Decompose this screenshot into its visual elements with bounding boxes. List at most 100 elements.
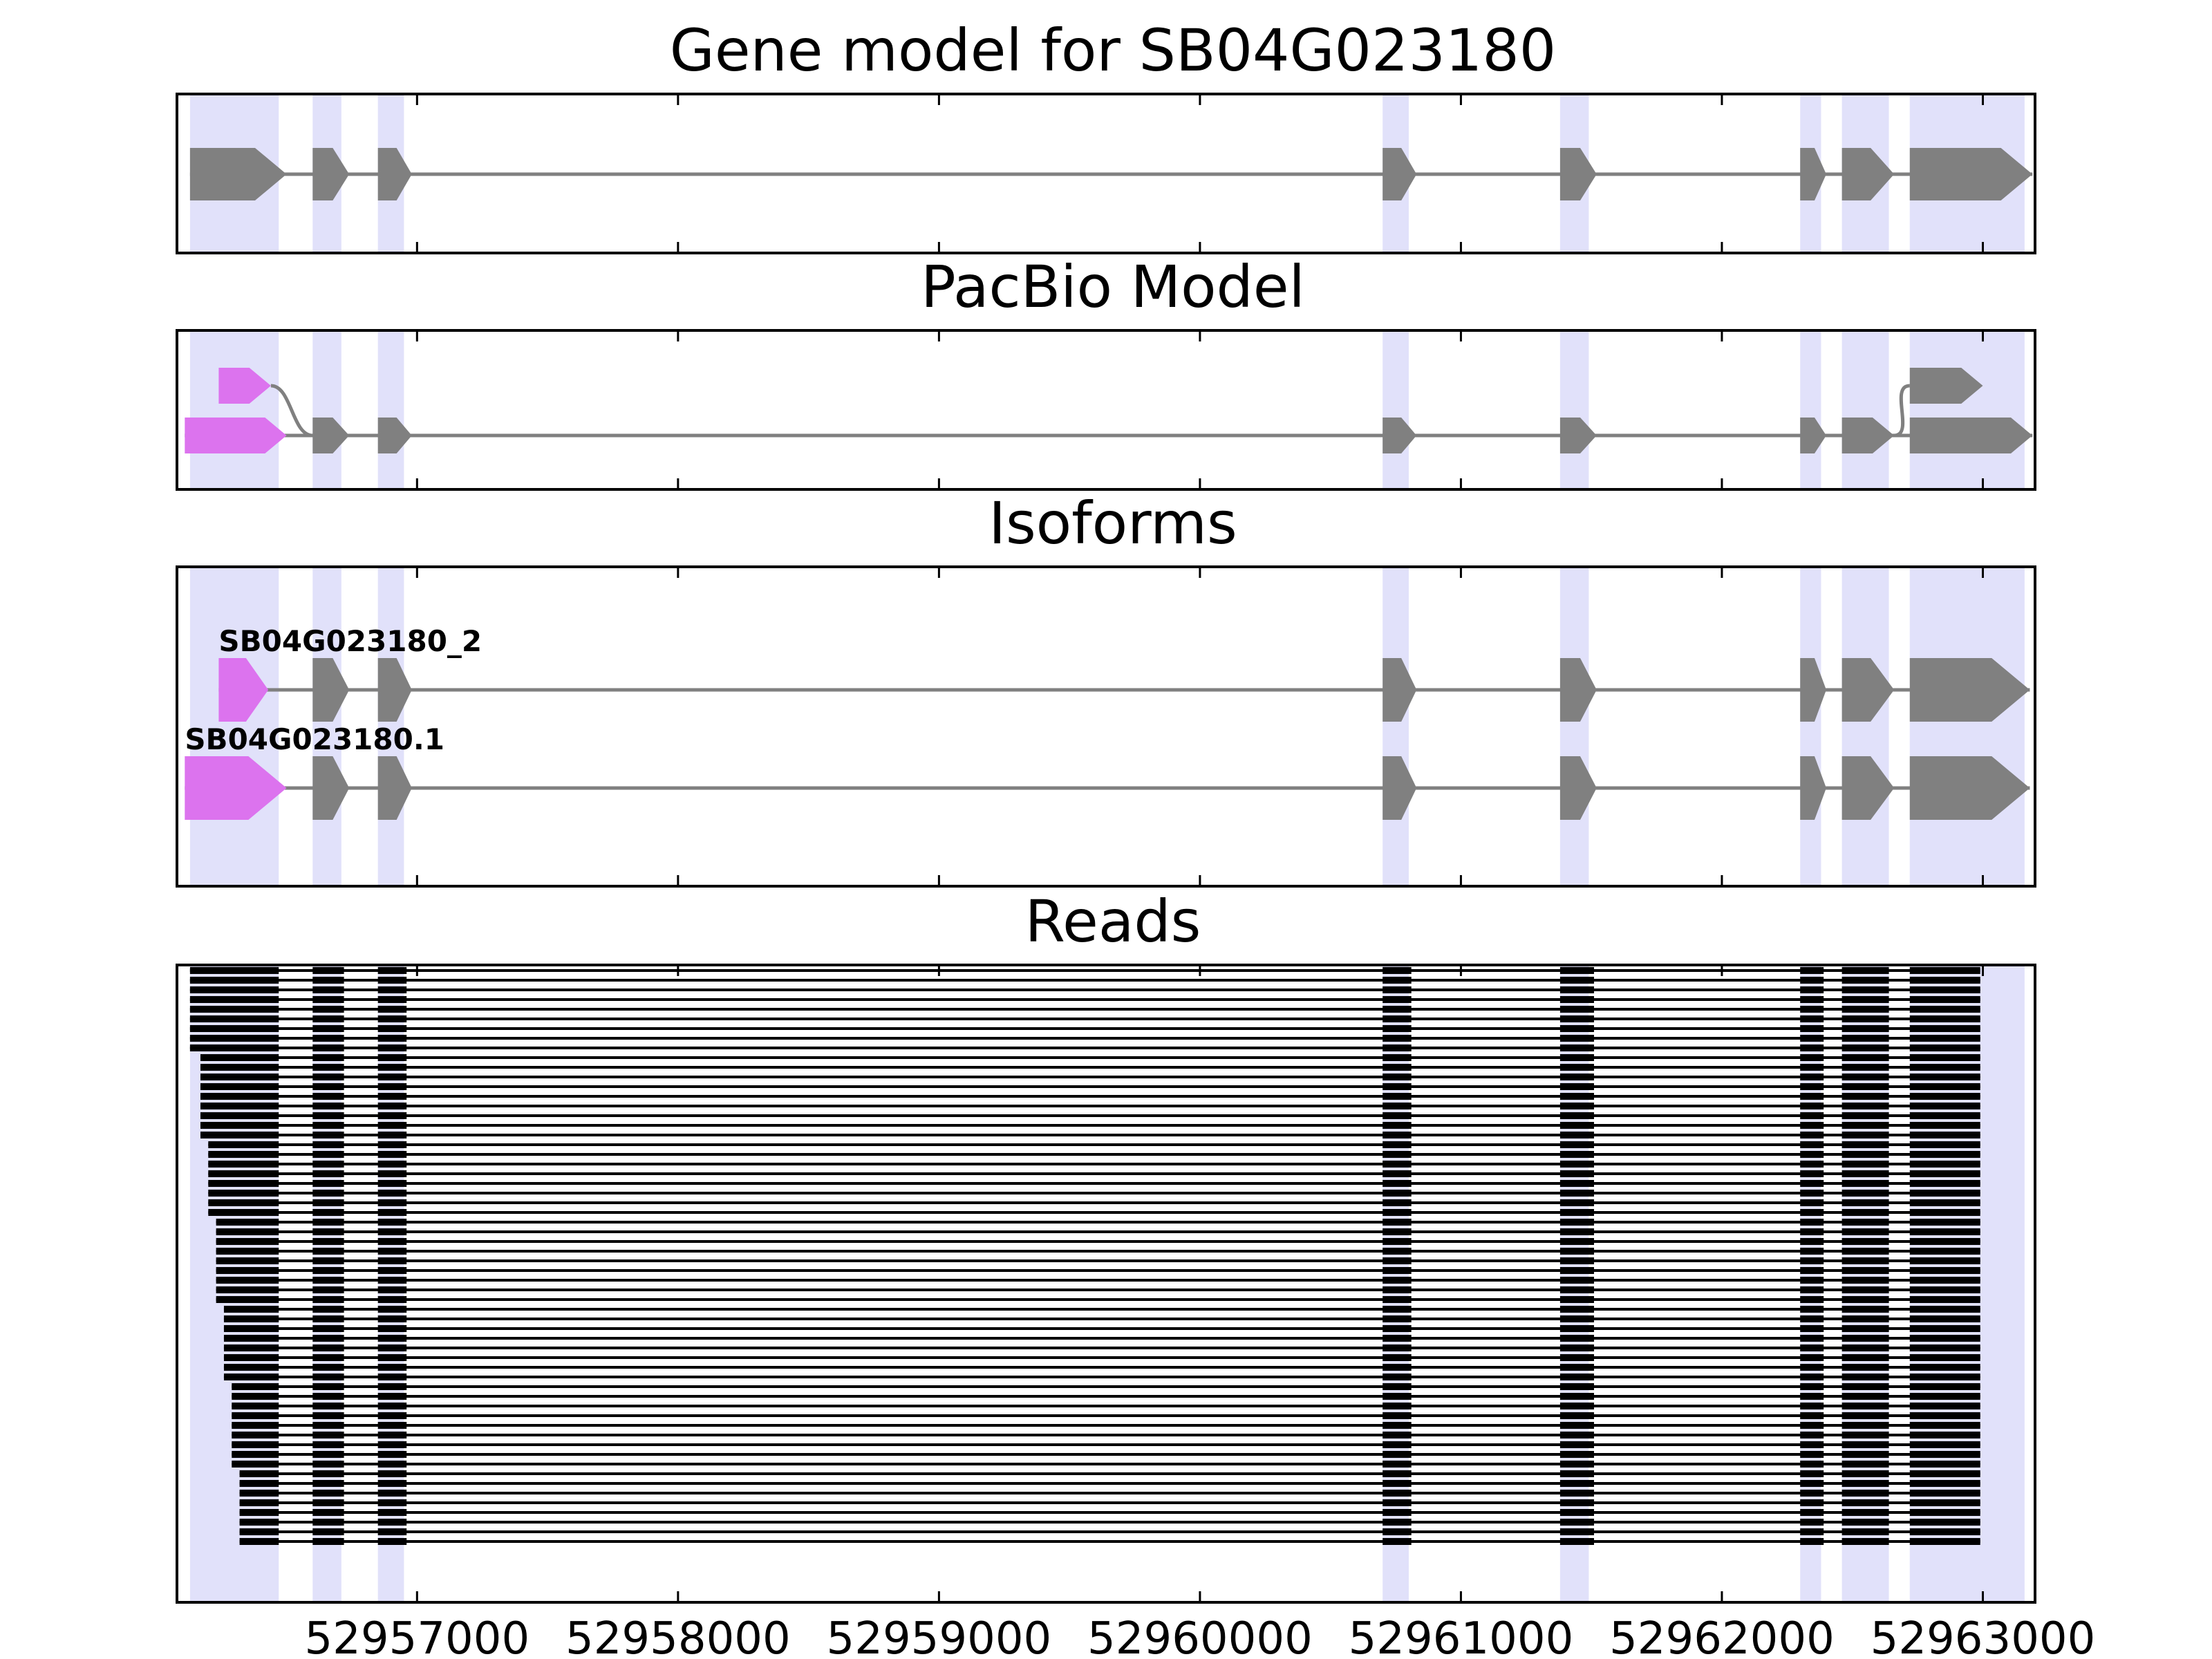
- pacbio-lower-exon: [1909, 418, 2033, 453]
- read-block: [1841, 1141, 1889, 1148]
- read-block: [1841, 1432, 1889, 1438]
- read-block: [1909, 1141, 1980, 1148]
- read-block: [312, 977, 344, 984]
- read-block: [1559, 1006, 1594, 1013]
- read-block: [1841, 1461, 1889, 1468]
- read-block: [1841, 1190, 1889, 1197]
- read-block: [377, 1277, 407, 1284]
- read-block: [312, 1538, 344, 1545]
- read-block: [377, 1161, 407, 1168]
- read-block: [312, 1112, 344, 1119]
- read-block: [312, 1219, 344, 1226]
- read-block: [1841, 1528, 1889, 1535]
- read-block: [1382, 1344, 1412, 1351]
- x-tick-label: 52959000: [827, 1613, 1052, 1659]
- read-block: [1382, 1325, 1412, 1332]
- read-block: [312, 1025, 344, 1032]
- exon-region-band: [312, 330, 341, 489]
- read-block: [1841, 1374, 1889, 1380]
- read-block: [1841, 1006, 1889, 1013]
- read-block: [200, 1122, 279, 1129]
- read-block: [1800, 1035, 1824, 1042]
- read-block: [1800, 967, 1824, 974]
- read-block: [1909, 1344, 1980, 1351]
- read-block: [1909, 967, 1980, 974]
- exon-region-band: [312, 567, 341, 886]
- read-block: [377, 1412, 407, 1419]
- exon-region-band: [1559, 567, 1589, 886]
- read-block: [1909, 1325, 1980, 1332]
- isoform-0-exon: [1382, 658, 1417, 722]
- isoform-1-exon: [1382, 756, 1417, 820]
- read-block: [1800, 1383, 1824, 1390]
- read-block: [1841, 1112, 1889, 1119]
- read-block: [1382, 1083, 1412, 1090]
- read-block: [1841, 1238, 1889, 1245]
- read-block: [1559, 1306, 1594, 1313]
- read-block: [1559, 1499, 1594, 1506]
- read-block: [1841, 1306, 1889, 1313]
- read-block: [312, 1228, 344, 1235]
- read-block: [312, 1441, 344, 1448]
- read-block: [1841, 1151, 1889, 1158]
- read-block: [1909, 1248, 1980, 1255]
- read-block: [1909, 1412, 1980, 1419]
- pacbio-panel-frame: [176, 329, 2036, 491]
- read-block: [377, 1083, 407, 1090]
- exon-region-band: [1559, 330, 1589, 489]
- read-block: [1559, 1296, 1594, 1303]
- read-block: [1382, 1015, 1412, 1022]
- read-block: [223, 1325, 279, 1332]
- read-block: [377, 1093, 407, 1100]
- read-block: [1382, 1093, 1412, 1100]
- read-block: [1841, 1354, 1889, 1361]
- read-block: [1382, 1025, 1412, 1032]
- read-block: [208, 1199, 279, 1206]
- read-block: [1559, 1083, 1594, 1090]
- read-block: [1841, 967, 1889, 974]
- read-block: [1841, 1015, 1889, 1022]
- read-block: [1909, 996, 1980, 1003]
- read-block: [1841, 1064, 1889, 1071]
- exon-region-band: [1800, 330, 1821, 489]
- read-block: [1382, 1364, 1412, 1371]
- read-block: [223, 1374, 279, 1380]
- read-block: [189, 986, 279, 993]
- read-block: [1559, 1044, 1594, 1051]
- read-block: [377, 1480, 407, 1487]
- read-block: [1559, 1451, 1594, 1458]
- read-block: [1382, 1228, 1412, 1235]
- read-block: [1800, 1083, 1824, 1090]
- read-block: [1800, 1257, 1824, 1264]
- read-block: [1841, 1277, 1889, 1284]
- read-block: [1800, 1344, 1824, 1351]
- pacbio-lower-exon: [312, 418, 350, 453]
- read-block: [312, 1238, 344, 1245]
- read-block: [1382, 1412, 1412, 1419]
- read-block: [1909, 1393, 1980, 1400]
- read-block: [216, 1238, 279, 1245]
- read-block: [1909, 1538, 1980, 1545]
- read-block: [1800, 977, 1824, 984]
- read-block: [1841, 1248, 1889, 1255]
- read-block: [1382, 1248, 1412, 1255]
- read-block: [1841, 1325, 1889, 1332]
- read-block: [1559, 1170, 1594, 1177]
- pacbio-panel-title: PacBio Model: [921, 253, 1305, 321]
- read-block: [312, 1151, 344, 1158]
- read-block: [189, 967, 279, 974]
- read-block: [1559, 1248, 1594, 1255]
- read-block: [1909, 1180, 1980, 1187]
- read-block: [1559, 1180, 1594, 1187]
- read-block: [200, 1083, 279, 1090]
- read-block: [1382, 1509, 1412, 1516]
- read-block: [1559, 1528, 1594, 1535]
- read-block: [1909, 1441, 1980, 1448]
- read-block: [1382, 1035, 1412, 1042]
- read-block: [200, 1064, 279, 1071]
- read-block: [1909, 1374, 1980, 1380]
- read-block: [1559, 977, 1594, 984]
- read-block: [312, 1141, 344, 1148]
- read-block: [208, 1209, 279, 1216]
- read-block: [1841, 1074, 1889, 1080]
